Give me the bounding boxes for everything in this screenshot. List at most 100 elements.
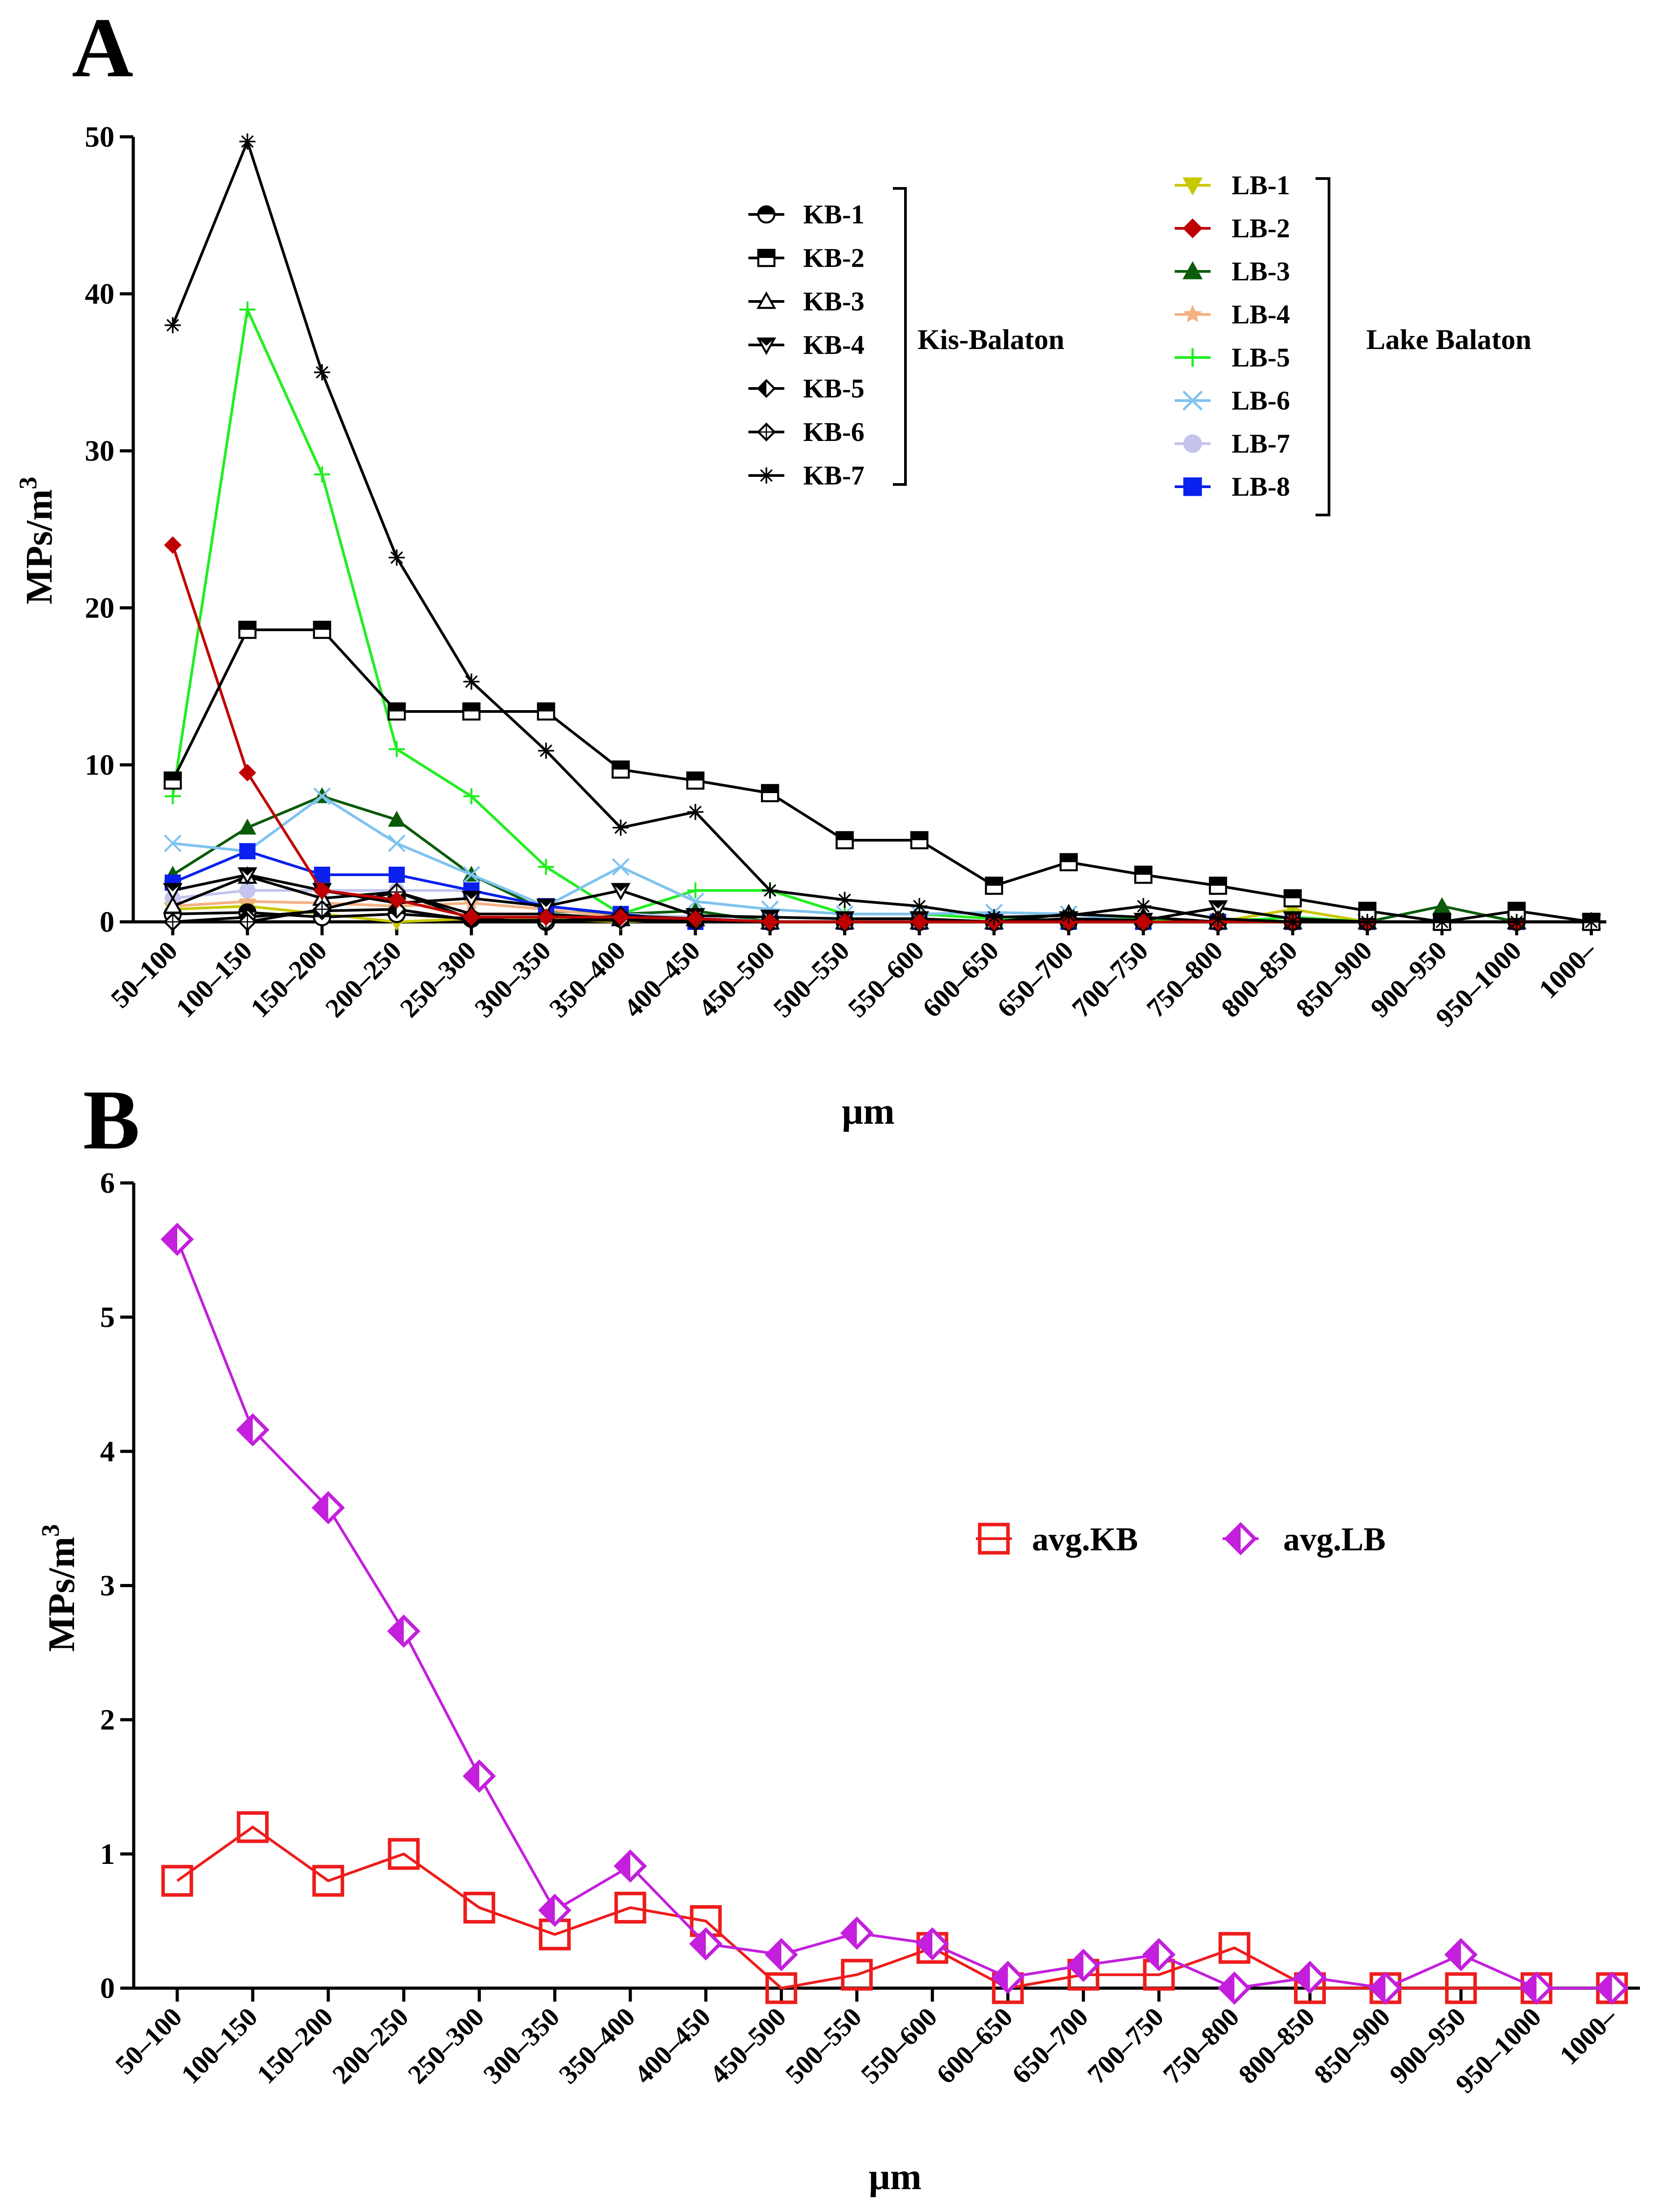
y-tick-label: 1	[100, 1838, 115, 1871]
data-point-lb-3-tri	[388, 811, 406, 827]
data-point-avg-kb	[236, 1811, 269, 1843]
data-point-kb-7	[1508, 914, 1525, 930]
data-point-kb-2-fill	[165, 772, 181, 781]
data-point-lb-2-dia	[313, 881, 331, 899]
data-point-kb-2-fill	[762, 785, 778, 793]
data-point-kb-2-fill	[612, 761, 629, 770]
legend-label-lb-7: LB-7	[1232, 429, 1290, 458]
legend-marker-lb-7-dot	[1183, 434, 1202, 453]
legend-marker-lb-6-x	[1182, 390, 1203, 411]
data-point-kb-2	[238, 620, 257, 639]
data-point-kb-2	[537, 702, 555, 721]
x-tick-label: 200–250	[327, 2002, 414, 2090]
legend-item-avg-lb: avg.LB	[1223, 1521, 1386, 1558]
data-point-avg-lb-fill	[691, 1929, 706, 1958]
data-point-kb-4-fill	[612, 884, 629, 891]
data-point-kb-2	[835, 831, 854, 850]
data-point-kb-7-star	[1508, 914, 1525, 930]
data-point-lb-8	[239, 843, 256, 859]
data-point-kb-4	[461, 890, 481, 909]
data-point-avg-lb	[387, 1614, 420, 1648]
legend-item-kb-7: KB-7	[748, 461, 865, 490]
data-point-kb-2-fill	[1359, 903, 1376, 911]
data-point-kb-2	[612, 760, 630, 779]
data-point-lb-2-dia	[836, 913, 854, 931]
legend-label-kb-7: KB-7	[803, 461, 865, 490]
data-point-kb-7-star	[463, 673, 480, 690]
x-tick-label: 450–500	[693, 936, 780, 1023]
legend-item-kb-2: KB-2	[748, 243, 865, 273]
data-point-lb-6-x	[313, 787, 331, 805]
x-tick-label: 400–450	[618, 936, 706, 1023]
data-point-lb-6	[612, 858, 630, 876]
data-point-lb-8-box	[239, 843, 256, 859]
legend-label-kb-2: KB-2	[803, 243, 865, 273]
data-point-avg-kb	[765, 1972, 797, 2004]
data-point-avg-lb-fill	[1220, 1974, 1235, 2003]
series-line-kb-2	[171, 628, 1592, 923]
legend-label-kb-6: KB-6	[803, 417, 865, 447]
data-point-lb-7-dot	[239, 882, 256, 899]
panel-b-chart: B012345650–100100–150150–200200–250250–3…	[37, 1073, 1640, 2198]
data-point-kb-7	[612, 820, 629, 836]
x-tick-label: 700–750	[1066, 936, 1154, 1023]
data-point-kb-7-star	[389, 550, 405, 566]
data-point-avg-lb	[765, 1938, 798, 1972]
x-tick-label: 650–700	[992, 936, 1079, 1023]
data-point-kb-7-star	[986, 909, 1002, 925]
y-axis-title: MPs/m3	[37, 1524, 83, 1652]
series-avg-kb	[161, 1811, 1628, 2004]
y-tick-label: 0	[100, 1972, 115, 2005]
data-point-kb-7-star	[1583, 914, 1600, 930]
legend-group-lake-balaton: Lake Balaton	[1366, 323, 1531, 355]
data-point-avg-lb	[463, 1759, 496, 1793]
data-point-lb-2-dia	[388, 891, 406, 909]
data-point-avg-lb	[160, 1222, 194, 1256]
series-lb-3	[164, 787, 1600, 929]
data-point-lb-2	[686, 910, 704, 928]
series-line-lb-5	[171, 308, 1591, 923]
data-point-kb-2	[163, 771, 182, 790]
data-point-kb-2-fill	[911, 832, 927, 840]
data-point-kb-7	[687, 804, 704, 820]
data-point-avg-lb	[840, 1916, 874, 1950]
data-point-kb-2-fill	[1285, 890, 1301, 899]
data-point-kb-2-fill	[314, 622, 330, 630]
legend-lake-balaton: LB-1 LB-2 LB-3 LB-4 LB-5 LB-6 LB-7 LB-8 Lake Bal…	[1175, 170, 1531, 516]
data-point-kb-2	[985, 877, 1003, 895]
x-tick-label: 650–700	[1006, 2002, 1094, 2090]
x-tick-label: 300–350	[469, 936, 556, 1023]
data-point-avg-lb	[1293, 1960, 1327, 1994]
legend-marker-kb-1	[757, 205, 776, 224]
data-point-avg-kb-box	[614, 1892, 647, 1924]
legend-marker-kb-5	[756, 379, 776, 398]
legend-marker-lb-5	[1183, 348, 1202, 367]
data-point-lb-6-x	[463, 866, 481, 884]
data-point-lb-2-dia	[238, 764, 256, 781]
data-point-lb-2-dia	[910, 913, 928, 931]
legend-item-lb-3: LB-3	[1175, 257, 1290, 286]
legend-marker-kb-7-star	[758, 467, 774, 484]
x-tick-label: 1000–	[1554, 2002, 1622, 2070]
legend-marker-avg-lb	[1224, 1522, 1258, 1556]
legend-item-kb-4: KB-4	[748, 330, 865, 360]
data-point-avg-lb-fill	[163, 1225, 177, 1254]
data-point-lb-8-box	[389, 867, 405, 883]
data-point-lb-2-dia	[537, 908, 555, 926]
data-point-avg-lb-fill	[993, 1963, 1008, 1992]
y-tick-label: 6	[100, 1167, 115, 1200]
y-tick-label: 0	[100, 906, 114, 938]
x-axis-title: μm	[869, 2156, 922, 2198]
y-tick-label: 5	[100, 1301, 115, 1334]
legend-label-lb-2: LB-2	[1232, 214, 1290, 243]
data-point-avg-lb-fill	[1522, 1974, 1537, 2003]
data-point-avg-lb	[1218, 1971, 1251, 2005]
data-point-kb-2	[1059, 853, 1078, 872]
data-point-lb-2-dia	[164, 536, 182, 554]
data-point-avg-kb	[312, 1865, 345, 1897]
x-tick-label: 1000–	[1533, 935, 1602, 1004]
data-point-lb-5	[538, 859, 554, 875]
data-point-avg-kb-box	[463, 1892, 495, 1924]
legend-marker-kb-2-fill	[758, 250, 774, 258]
data-point-lb-2	[388, 891, 406, 909]
